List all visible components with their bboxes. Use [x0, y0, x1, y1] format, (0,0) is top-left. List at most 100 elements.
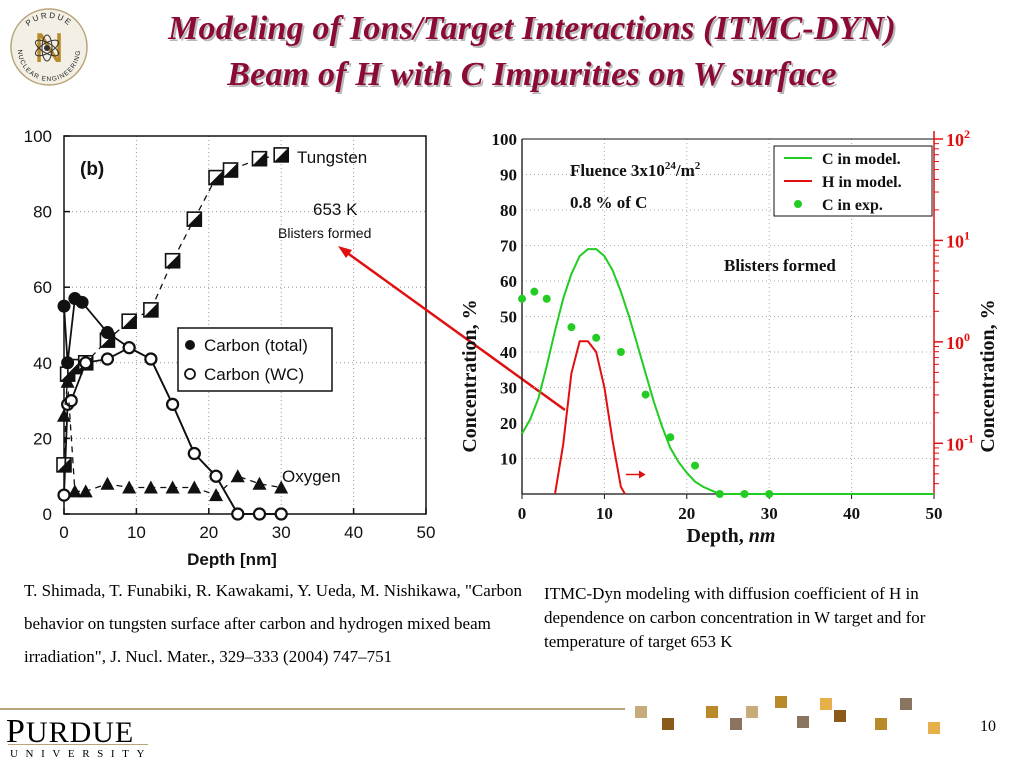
decorative-square [928, 722, 940, 734]
point-c-in-exp [542, 294, 551, 303]
point-carbon-total [75, 295, 89, 309]
x-tick-label: 20 [199, 523, 218, 542]
purdue-wordmark-sub: UNIVERSITY [10, 748, 152, 760]
legend-marker-carbon-wc [184, 368, 196, 380]
y-right-tick-label: 101 [946, 228, 970, 251]
x-tick-label: 10 [596, 504, 613, 523]
y-tick-label: 70 [500, 237, 517, 256]
x-tick-label: 50 [417, 523, 436, 542]
decorative-square [662, 718, 674, 730]
point-oxygen [57, 408, 71, 422]
left-annotation-blisters: Blisters formed [278, 225, 371, 241]
decorative-square [775, 696, 787, 708]
point-oxygen [60, 374, 75, 388]
decorative-square [746, 706, 758, 718]
point-carbon-total [57, 299, 71, 313]
purdue-nuclear-engineering-logo: PURDUE NUCLEAR ENGINEERING N [10, 8, 88, 86]
right-x-axis-label: Depth, nm [687, 525, 776, 547]
left-chart: 0 10 20 30 40 50 0 20 40 60 80 100 (b) Tungsten 653… [24, 127, 436, 568]
point-c-in-exp [592, 333, 601, 342]
point-carbon-wc [274, 507, 288, 521]
point-c-in-exp [666, 433, 675, 442]
point-c-in-exp [765, 490, 774, 498]
decorative-square [834, 710, 846, 722]
right-chart-series [518, 248, 934, 498]
purdue-wordmark-rule [8, 744, 148, 745]
x-tick-label: 0 [518, 504, 527, 523]
point-carbon-total [100, 326, 114, 340]
x-tick-label: 30 [272, 523, 291, 542]
series-line-h-in-model [554, 340, 626, 495]
left-legend: Carbon (total) Carbon (WC) [177, 327, 333, 392]
y-tick-label: 100 [24, 127, 52, 146]
y-tick-label: 40 [500, 343, 517, 362]
right-chart-axes: 0 10 20 30 40 50 10 20 30 40 50 60 70 80 90 100 10-1 100 1… [492, 127, 975, 523]
y-right-tick-label: 10-1 [946, 431, 974, 454]
point-carbon-wc [144, 352, 158, 366]
legend-marker-carbon-total [185, 340, 195, 350]
legend-marker-c-exp [794, 200, 802, 208]
point-oxygen [78, 484, 93, 498]
purdue-wordmark-rest: URDUE [25, 716, 135, 749]
point-tungsten [143, 302, 159, 318]
point-carbon-wc [209, 469, 223, 483]
point-tungsten [273, 147, 290, 163]
point-c-in-exp [740, 490, 749, 498]
point-tungsten [121, 313, 137, 330]
right-annotation-percent: 0.8 % of C [570, 193, 647, 212]
y-tick-label: 30 [500, 379, 517, 398]
legend-label-carbon-wc: Carbon (WC) [204, 365, 304, 384]
series-line-c-in-model [521, 248, 934, 495]
point-oxygen [187, 480, 202, 494]
title-line-1: Modeling of Ions/Target Interactions (IT… [168, 10, 896, 47]
point-carbon-wc [100, 352, 115, 366]
point-oxygen [230, 469, 245, 483]
point-carbon-wc [79, 356, 93, 370]
left-annotation-temperature: 653 K [313, 200, 358, 219]
x-tick-label: 0 [59, 523, 68, 542]
legend-label-carbon-total: Carbon (total) [204, 336, 308, 355]
x-tick-label: 10 [127, 523, 146, 542]
y-tick-label: 60 [500, 272, 517, 291]
right-annotation-fluence: Fluence 3x1024/m2 [570, 160, 701, 180]
right-y-axis-label-right: Concentration, % [977, 299, 999, 452]
x-tick-label: 20 [678, 504, 695, 523]
purdue-wordmark: PURDUE [6, 713, 134, 751]
point-c-in-exp [530, 287, 539, 296]
y-tick-label: 100 [492, 130, 518, 149]
right-legend: C in model. H in model. C in exp. [773, 145, 933, 217]
point-c-in-exp [567, 323, 576, 332]
caption-right-description: ITMC-Dyn modeling with diffusion coeffic… [544, 584, 926, 651]
x-tick-label: 30 [761, 504, 778, 523]
point-c-in-exp [616, 348, 625, 356]
point-tungsten [56, 457, 72, 473]
atom-icon [34, 34, 60, 62]
decorative-square [797, 716, 809, 728]
left-x-axis-label: Depth [nm] [187, 550, 277, 568]
y-tick-label: 20 [33, 429, 52, 448]
decorative-square [635, 706, 647, 718]
page-number: 10 [980, 718, 996, 735]
point-c-in-exp [691, 461, 700, 470]
y-tick-label: 0 [43, 505, 52, 524]
x-tick-label: 40 [344, 523, 363, 542]
legend-label-c-exp: C in exp. [822, 197, 883, 214]
right-annotation-blisters: Blisters formed [724, 256, 836, 275]
caption-left-reference: T. Shimada, T. Funabiki, R. Kawakami, Y.… [24, 581, 522, 666]
point-oxygen [252, 476, 267, 490]
y-tick-label: 50 [500, 308, 517, 327]
purdue-wordmark-initial: P [6, 713, 26, 750]
point-oxygen [165, 480, 180, 494]
decorative-square [875, 718, 887, 730]
left-panel-label: (b) [80, 159, 104, 180]
point-c-in-exp [518, 294, 526, 303]
left-annotation-tungsten: Tungsten [297, 148, 367, 167]
decorative-square [730, 718, 742, 730]
decorative-square [900, 698, 912, 710]
title-line-2: Beam of H with C Impurities on W surface [227, 56, 837, 93]
x-tick-label: 40 [843, 504, 860, 523]
y-tick-label: 60 [33, 278, 52, 297]
point-oxygen [209, 488, 224, 502]
legend-label-h-model: H in model. [822, 174, 902, 191]
